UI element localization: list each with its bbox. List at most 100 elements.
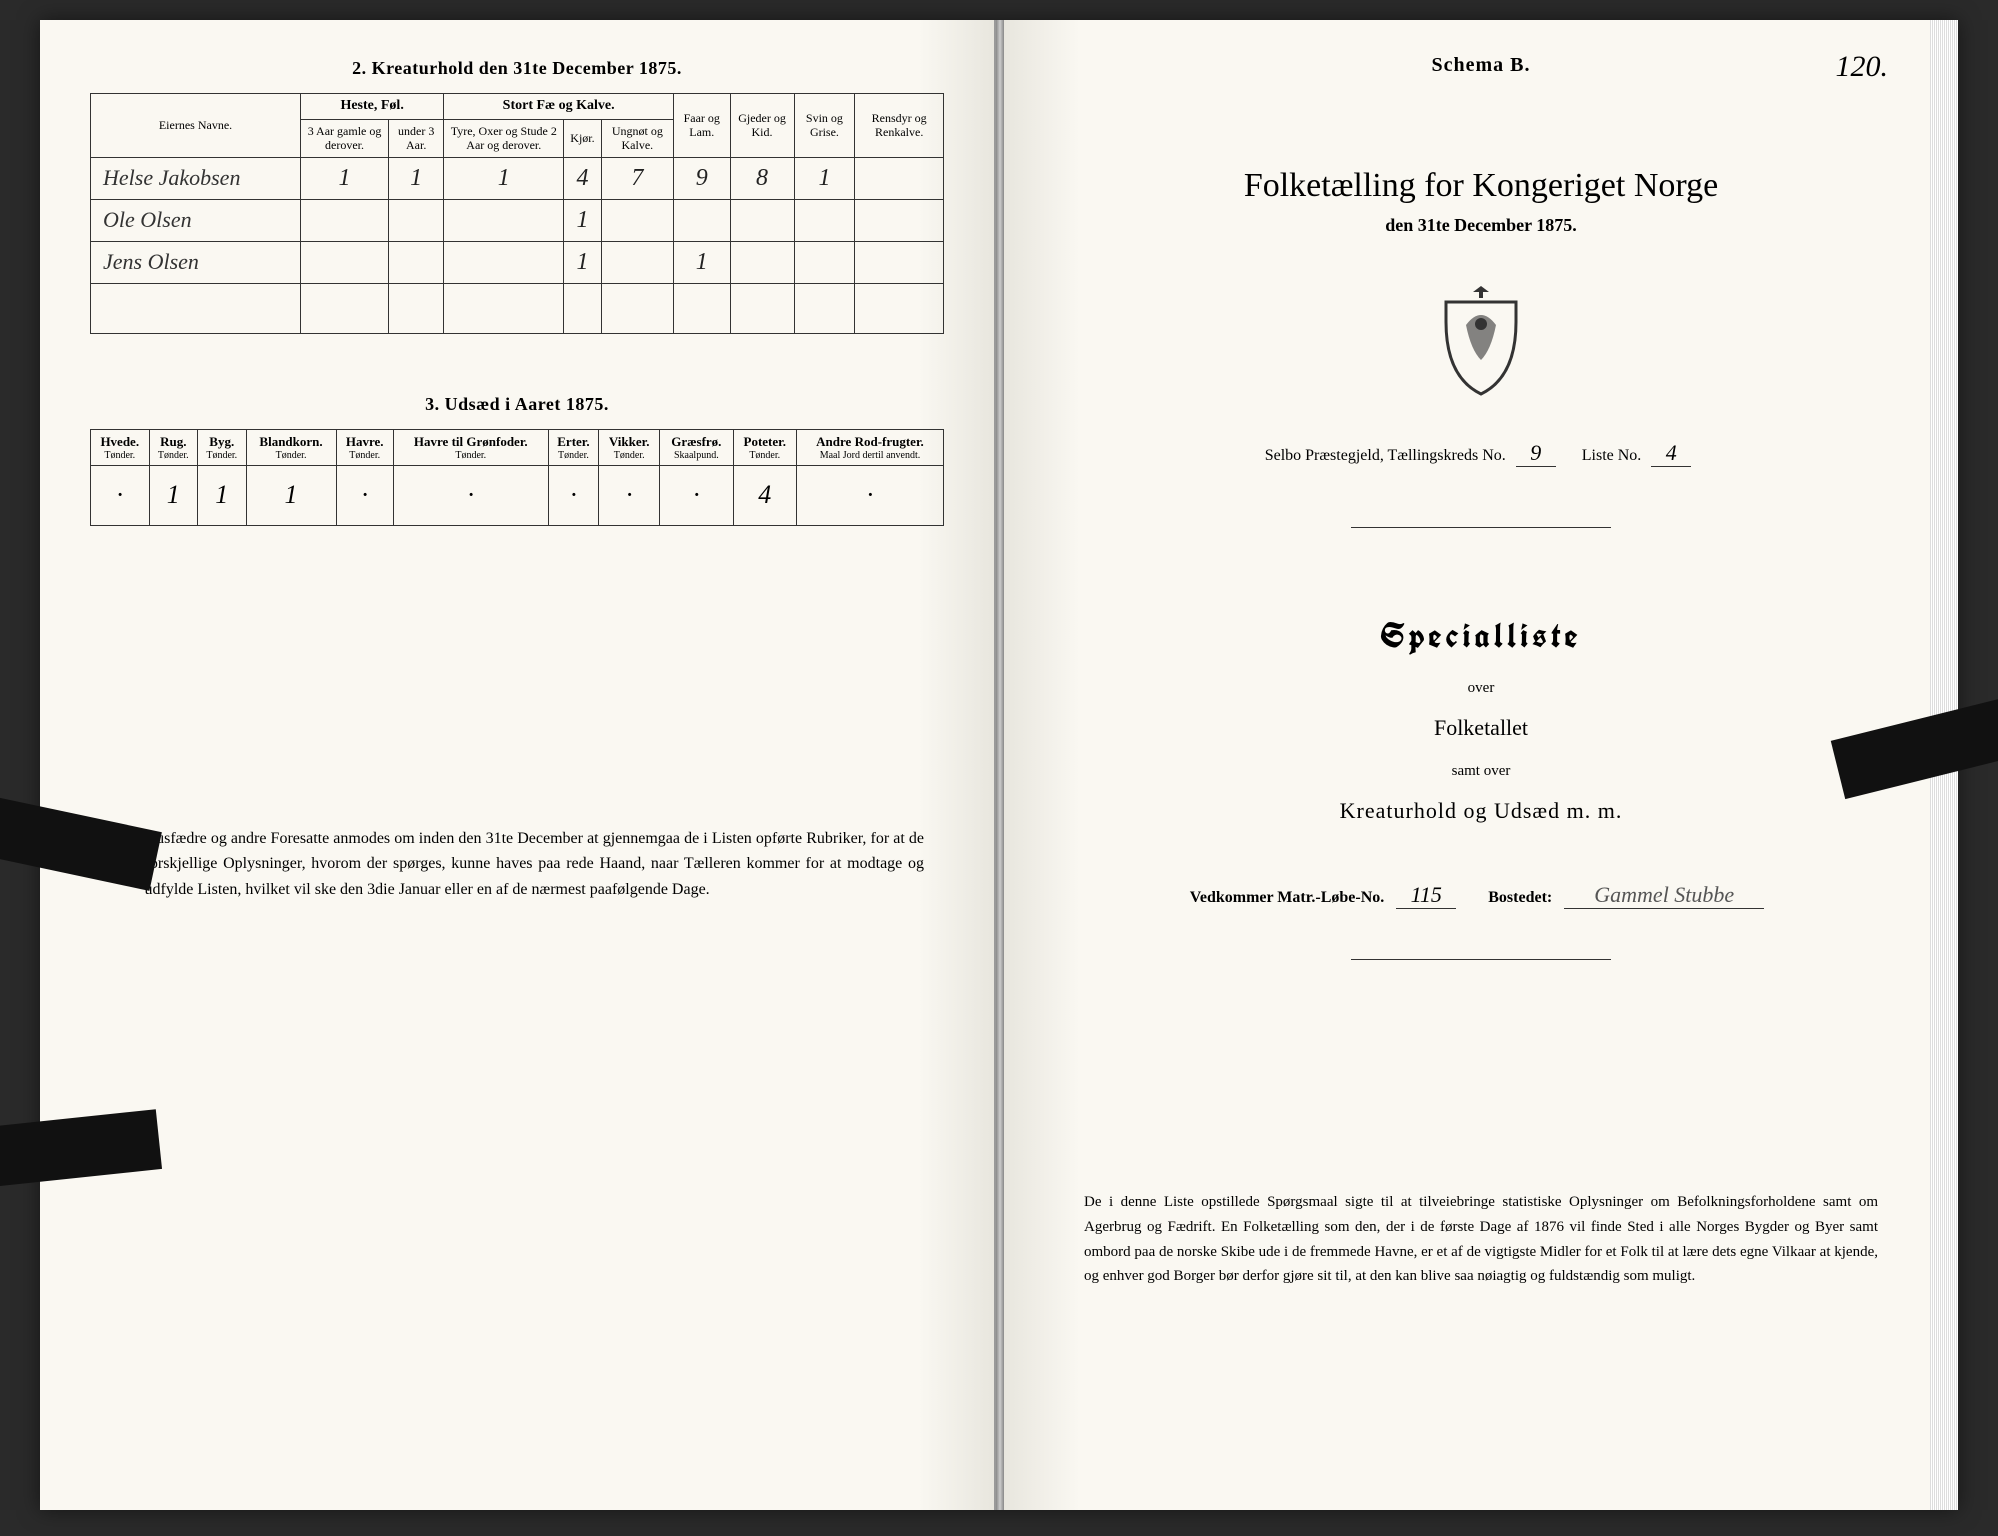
kreatur-label: Kreaturhold og Udsæd m. m. (1054, 798, 1908, 824)
cell-value: 1 (564, 241, 601, 283)
cell-value: 1 (674, 241, 731, 283)
footnote-box: Husfædre og andre Foresatte anmodes om i… (90, 826, 944, 903)
cell-value: 1 (444, 157, 564, 199)
section-3-title: 3. Udsæd i Aaret 1875. (90, 394, 944, 415)
seed-col-header: Erter.Tønder. (548, 429, 598, 465)
main-title: Folketælling for Kongeriget Norge (1054, 167, 1908, 205)
cell-value: 1 (301, 157, 389, 199)
cell-value (794, 199, 855, 241)
specialliste-heading: Specialliste (1054, 614, 1908, 658)
col-cattle-a: Tyre, Oxer og Stude 2 Aar og derover. (444, 119, 564, 157)
udsaed-table: Hvede.Tønder.Rug.Tønder.Byg.Tønder.Bland… (90, 429, 944, 526)
list-no: 4 (1651, 440, 1691, 467)
cell-value (301, 241, 389, 283)
seed-col-header: Vikker.Tønder. (599, 429, 660, 465)
col-cattle-c: Ungnøt og Kalve. (601, 119, 673, 157)
seed-cell: 4 (733, 465, 796, 525)
cell-value (855, 199, 944, 241)
page-number: 120. (1836, 50, 1889, 84)
folketallet-label: Folketallet (1054, 715, 1908, 741)
seed-col-header: Havre til Grønfoder.Tønder. (393, 429, 548, 465)
cell-value (444, 199, 564, 241)
col-pigs: Svin og Grise. (794, 94, 855, 158)
right-footer-text: De i denne Liste opstillede Spørgsmaal s… (1054, 1190, 1908, 1289)
col-reindeer: Rensdyr og Renkalve. (855, 94, 944, 158)
table-row: Helse Jakobsen11147981 (91, 157, 944, 199)
table-row: Ole Olsen 1 (91, 199, 944, 241)
col-owner: Eiernes Navne. (91, 94, 301, 158)
book-spine (996, 20, 1004, 1510)
seed-cell: · (91, 465, 150, 525)
col-goats: Gjeder og Kid. (730, 94, 794, 158)
bostedet-value: Gammel Stubbe (1564, 882, 1764, 909)
cell-value: 7 (601, 157, 673, 199)
matr-label: Vedkommer Matr.-Løbe-No. (1190, 889, 1385, 906)
matr-no: 115 (1396, 882, 1456, 909)
cell-value (855, 157, 944, 199)
cell-value: 9 (674, 157, 731, 199)
table-row: Jens Olsen 1 1 (91, 241, 944, 283)
seed-cell: 1 (149, 465, 198, 525)
cell-value: 1 (794, 157, 855, 199)
parish-line: Selbo Præstegjeld, Tællingskreds No. 9 L… (1054, 440, 1908, 467)
col-horses-b: under 3 Aar. (389, 119, 444, 157)
seed-col-header: Byg.Tønder. (198, 429, 247, 465)
owner-name: Ole Olsen (91, 199, 301, 241)
cell-value (601, 241, 673, 283)
cell-value (444, 241, 564, 283)
seed-col-header: Blandkorn.Tønder. (246, 429, 336, 465)
seed-cell: · (548, 465, 598, 525)
owner-name: Helse Jakobsen (91, 157, 301, 199)
seed-col-header: Hvede.Tønder. (91, 429, 150, 465)
cell-value (389, 199, 444, 241)
seed-cell: 1 (198, 465, 247, 525)
seed-col-header: Andre Rod-frugter.Maal Jord dertil anven… (796, 429, 943, 465)
parish-label: Selbo Præstegjeld, Tællingskreds No. (1265, 447, 1506, 464)
book-spread: 2. Kreaturhold den 31te December 1875. E… (40, 20, 1958, 1510)
over-label: over (1054, 680, 1908, 697)
bostedet-label: Bostedet: (1488, 889, 1552, 906)
cell-value: 1 (389, 157, 444, 199)
table-row-blank (91, 283, 944, 333)
cell-value (301, 199, 389, 241)
col-horses-a: 3 Aar gamle og derover. (301, 119, 389, 157)
kreaturhold-table: Eiernes Navne. Heste, Føl. Stort Fæ og K… (90, 93, 944, 334)
seed-cell: · (336, 465, 393, 525)
seed-col-header: Rug.Tønder. (149, 429, 198, 465)
grp-cattle: Stort Fæ og Kalve. (444, 94, 674, 120)
seed-col-header: Græsfrø.Skaalpund. (660, 429, 733, 465)
cell-value (601, 199, 673, 241)
owner-name: Jens Olsen (91, 241, 301, 283)
cell-value: 8 (730, 157, 794, 199)
schema-label: Schema B. (1054, 54, 1908, 77)
matr-line: Vedkommer Matr.-Løbe-No. 115 Bostedet: G… (1054, 882, 1908, 909)
left-page: 2. Kreaturhold den 31te December 1875. E… (40, 20, 996, 1510)
list-label: Liste No. (1582, 447, 1642, 464)
cell-value: 4 (564, 157, 601, 199)
seed-cell: 1 (246, 465, 336, 525)
col-cattle-b: Kjør. (564, 119, 601, 157)
samt-label: samt over (1054, 763, 1908, 780)
cell-value: 1 (564, 199, 601, 241)
footnote-text: Husfædre og andre Foresatte anmodes om i… (145, 826, 924, 903)
col-sheep: Faar og Lam. (674, 94, 731, 158)
cell-value (855, 241, 944, 283)
coat-of-arms-icon (1431, 280, 1531, 400)
seed-cell: · (393, 465, 548, 525)
parish-no: 9 (1516, 440, 1556, 467)
cell-value (730, 241, 794, 283)
seed-col-header: Havre.Tønder. (336, 429, 393, 465)
cell-value (794, 241, 855, 283)
seed-cell: · (599, 465, 660, 525)
divider-2 (1351, 959, 1611, 960)
census-date: den 31te December 1875. (1054, 215, 1908, 236)
cell-value (389, 241, 444, 283)
cell-value (730, 199, 794, 241)
seed-cell: · (660, 465, 733, 525)
seed-col-header: Poteter.Tønder. (733, 429, 796, 465)
divider (1351, 527, 1611, 528)
grp-horses: Heste, Føl. (301, 94, 444, 120)
right-page: 120. Schema B. Folketælling for Kongerig… (1004, 20, 1958, 1510)
cell-value (674, 199, 731, 241)
section-2-title: 2. Kreaturhold den 31te December 1875. (90, 58, 944, 79)
